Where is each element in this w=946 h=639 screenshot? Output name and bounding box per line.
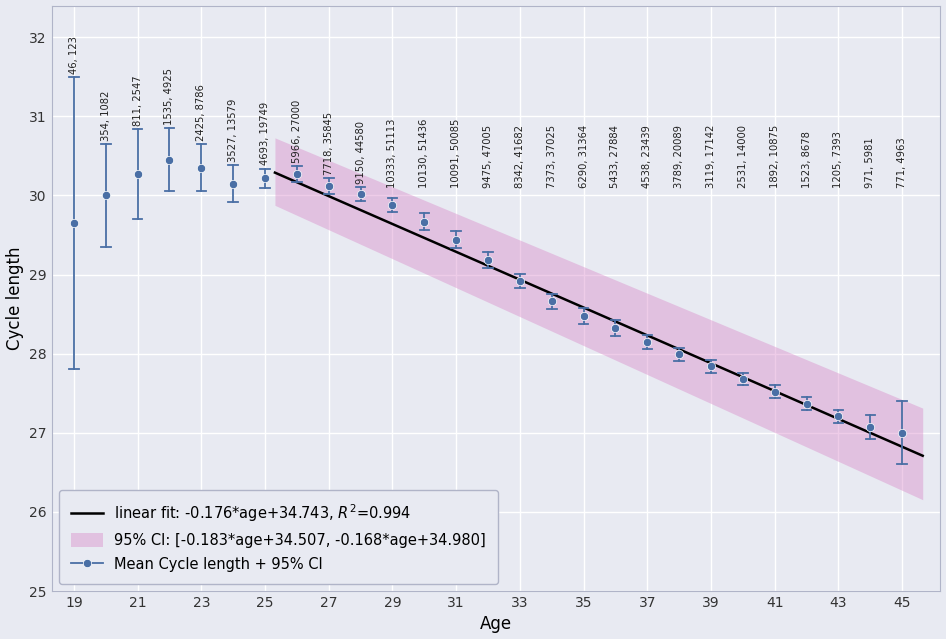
Text: 7373, 37025: 7373, 37025 [547,125,557,187]
Text: 1892, 10875: 1892, 10875 [770,124,780,187]
Text: 10091, 50085: 10091, 50085 [451,118,462,187]
Text: 9475, 47005: 9475, 47005 [483,125,493,187]
Text: 5966, 27000: 5966, 27000 [292,100,302,163]
Text: 7718, 35845: 7718, 35845 [324,112,334,175]
Text: 1535, 4925: 1535, 4925 [165,68,174,125]
Text: 2531, 14000: 2531, 14000 [738,125,748,187]
Text: 354, 1082: 354, 1082 [101,91,111,141]
Text: 971, 5981: 971, 5981 [866,137,875,187]
Text: 10130, 51436: 10130, 51436 [419,118,429,187]
Text: 3119, 17142: 3119, 17142 [706,124,716,187]
Text: 10333, 51113: 10333, 51113 [388,118,397,187]
Y-axis label: Cycle length: Cycle length [6,247,24,350]
Text: 771, 4963: 771, 4963 [897,137,907,187]
Text: 3527, 13579: 3527, 13579 [228,99,238,162]
Text: 4693, 19749: 4693, 19749 [260,102,270,166]
Text: 8342, 41682: 8342, 41682 [515,125,525,187]
Text: 46, 123: 46, 123 [69,36,79,73]
Text: 4538, 23439: 4538, 23439 [642,125,653,187]
Text: 2425, 8786: 2425, 8786 [197,84,206,141]
X-axis label: Age: Age [480,615,512,633]
Text: 5433, 27884: 5433, 27884 [610,125,621,187]
Text: 6290, 31364: 6290, 31364 [579,125,588,187]
Text: 1523, 8678: 1523, 8678 [801,130,812,187]
Text: 1205, 7393: 1205, 7393 [833,130,844,187]
Text: 3789, 20089: 3789, 20089 [674,125,684,187]
Legend: linear fit: -0.176*age+34.743, $R^2$=0.994, 95% CI: [-0.183*age+34.507, -0.168*a: linear fit: -0.176*age+34.743, $R^2$=0.9… [59,490,498,584]
Text: 9150, 44580: 9150, 44580 [356,121,365,183]
Text: 811, 2547: 811, 2547 [132,75,143,126]
